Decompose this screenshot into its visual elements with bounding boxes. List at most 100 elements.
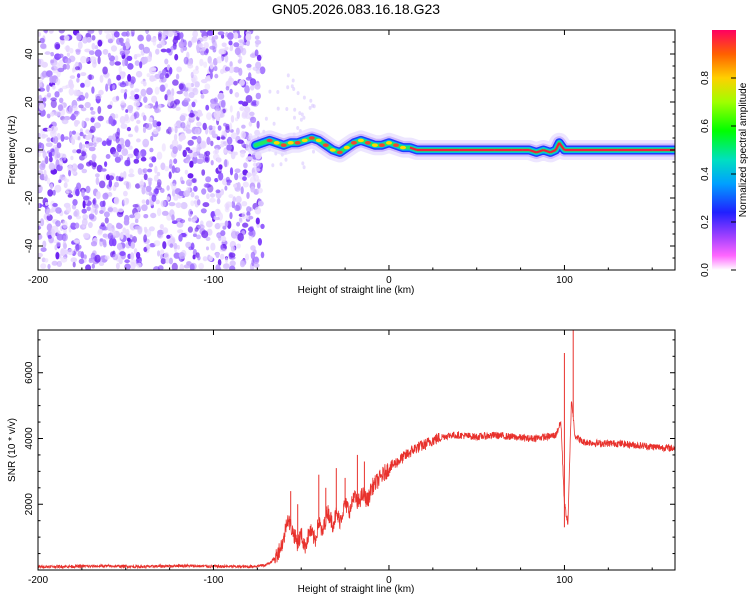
noise-speck [183,264,191,269]
noise-speck [169,67,173,75]
noise-speck [237,139,244,144]
noise-speck [110,228,115,234]
noise-speck [56,241,61,247]
noise-speck [206,136,211,145]
noise-speck [126,126,131,132]
noise-speck [257,238,262,246]
noise-speck [99,210,104,214]
noise-speck [134,218,139,224]
noise-speck [108,238,114,247]
y-tick-label: -20 [24,190,35,205]
noise-speck [160,162,166,171]
colorbar-gradient [712,30,736,270]
noise-speck [252,66,260,71]
noise-speck [171,189,176,197]
noise-speck [234,47,241,56]
noise-speck [233,42,240,48]
noise-speck [42,97,47,102]
noise-speck [86,206,91,212]
colorbar-label: Normalized spectral amplitude [738,82,749,217]
noise-speck [120,123,128,129]
noise-speck [133,111,140,119]
noise-speck [227,77,235,86]
noise-speck [220,99,226,108]
noise-speck [59,159,64,167]
noise-speck [171,183,177,191]
noise-speck [224,185,228,191]
x-tick-label: 0 [386,275,392,286]
noise-speck [72,261,76,268]
noise-speck [146,87,153,95]
colorbar: 0.0 0.2 0.4 0.6 0.8 Normalized spectral ampl… [700,30,749,277]
noise-speck [229,260,236,267]
noise-speck [38,87,46,92]
noise-speck [162,227,169,234]
noise-speck [201,230,209,239]
noise-speck [88,74,92,81]
noise-speck [144,104,151,109]
noise-speck [246,39,250,47]
noise-speck [95,191,101,200]
noise-speck [172,79,179,86]
noise-speck [169,243,174,249]
noise-speck [210,160,214,166]
noise-speck [55,78,61,86]
signal-blob [315,138,322,143]
noise-speck [302,95,306,100]
noise-speck [70,222,76,227]
noise-speck [300,112,304,117]
noise-speck [312,149,315,154]
noise-speck [176,167,180,172]
noise-speck [246,211,251,217]
snr-marks [38,330,675,570]
noise-speck [76,149,82,154]
noise-speck [38,94,42,101]
noise-speck [123,116,131,124]
noise-speck [135,183,141,189]
noise-speck [120,100,125,106]
noise-speck [94,204,99,209]
noise-speck [74,66,81,71]
noise-speck [46,113,51,119]
noise-speck [84,101,91,109]
noise-speck [196,135,202,144]
noise-speck [233,183,238,188]
noise-speck [209,45,216,50]
noise-speck [136,138,141,143]
noise-speck [102,239,107,246]
noise-speck [227,32,234,40]
noise-speck [52,84,56,90]
noise-speck [187,139,194,146]
noise-speck [196,199,201,206]
colorbar-tick-label: 0.4 [700,167,711,181]
noise-speck [54,244,58,251]
noise-speck [141,199,146,204]
noise-speck [166,185,170,191]
noise-speck [49,183,54,190]
noise-speck [241,124,246,129]
noise-speck [117,208,124,213]
noise-speck [202,202,210,208]
noise-speck [210,140,214,147]
noise-speck [202,256,208,262]
noise-speck [54,184,62,193]
noise-speck [127,63,134,70]
noise-speck [64,58,72,64]
noise-speck [176,66,183,73]
noise-speck [147,168,153,173]
noise-speck [140,156,147,162]
noise-speck [230,245,236,252]
noise-speck [224,54,229,63]
signal-blob [357,138,364,143]
noise-speck [77,136,81,141]
noise-speck [38,58,42,66]
noise-speck [94,208,98,215]
noise-speck [123,219,130,226]
noise-speck [59,87,63,93]
noise-speck [208,125,213,131]
noise-speck [94,49,102,57]
noise-speck [217,31,225,36]
noise-speck [260,223,265,229]
noise-speck [38,82,43,87]
noise-speck [272,121,276,126]
